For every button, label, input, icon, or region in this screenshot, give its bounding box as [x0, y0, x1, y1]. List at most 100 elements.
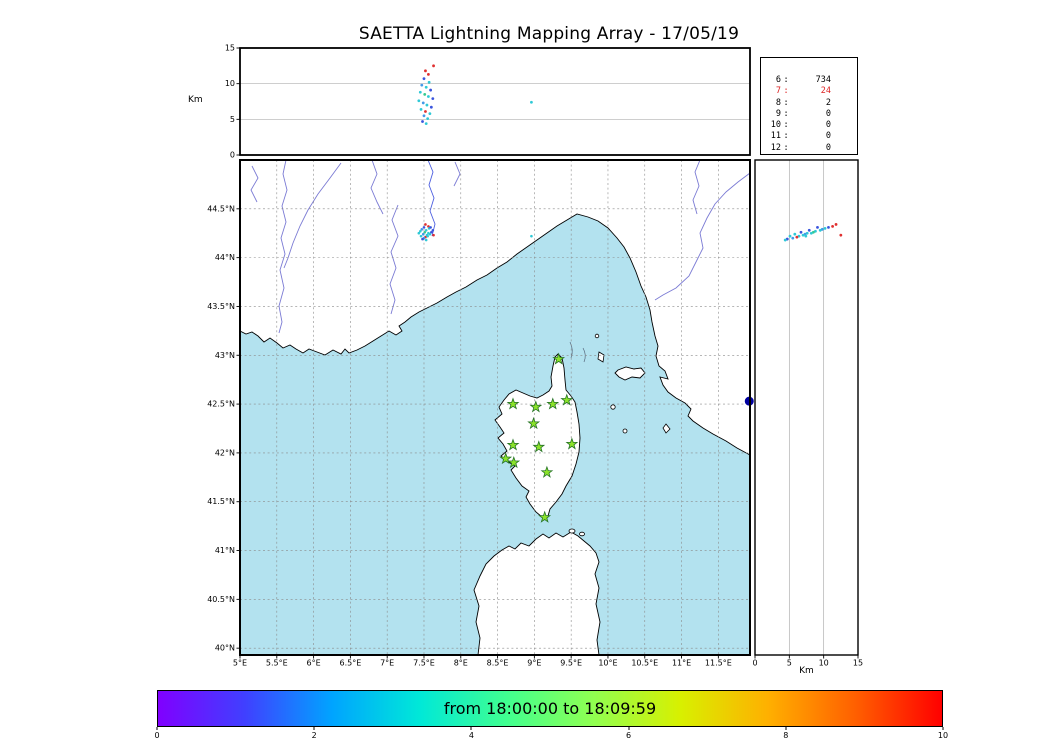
lma-station-markers	[499, 352, 579, 523]
colorbar-tick-mark	[785, 727, 787, 730]
colorbar-tick-label: 2	[311, 731, 317, 740]
basemap	[240, 160, 750, 655]
station-source-count: 24	[820, 86, 831, 97]
station-star-icon	[546, 397, 560, 410]
station-source-count: 2	[825, 97, 831, 108]
station-source-count: 734	[815, 75, 831, 85]
tick-marks-and-labels: 5°E 5.5°E 6°E 6.5°E 7°E 7.5°E 8°E 8.5°E 9°E 9.5°E…	[207, 44, 863, 668]
station-number: 8	[775, 97, 781, 108]
island-giglio	[662, 423, 671, 434]
flash-point	[423, 92, 427, 96]
flash-point	[839, 233, 843, 237]
river	[389, 204, 399, 315]
station-star-icon	[560, 393, 574, 406]
flash-point	[429, 226, 432, 229]
lon-tick-label: 7.5°E	[413, 659, 435, 668]
station-colon: :	[783, 120, 789, 131]
flash-points-lat-vs-altitude	[783, 223, 843, 242]
lat-tick-label: 44°N	[215, 253, 235, 262]
altitude-axis-label-right: Km	[799, 666, 814, 676]
flash-point	[425, 103, 429, 107]
station-number: 9	[775, 108, 781, 119]
flash-point	[426, 95, 430, 98]
island-capraia	[597, 351, 605, 363]
maritime-boundary-1	[569, 341, 573, 359]
island-pianosa	[610, 404, 616, 410]
flash-point	[432, 64, 435, 68]
lon-tick-label: 10.5°E	[631, 659, 658, 668]
station-colon: :	[783, 142, 789, 153]
lon-tick-label: 7°E	[380, 659, 394, 668]
station-colon: :	[783, 97, 789, 108]
flash-point	[424, 223, 427, 226]
flash-point	[417, 231, 421, 235]
flash-point	[427, 80, 431, 84]
station-star-icon	[506, 397, 520, 410]
river	[427, 160, 436, 237]
alt-tick-label-top: 10	[225, 79, 235, 88]
flash-point	[421, 101, 425, 105]
flash-point	[426, 72, 430, 76]
time-colorbar: from 18:00:00 to 18:09:59	[157, 690, 943, 727]
island-gorgona	[594, 333, 600, 339]
river	[370, 160, 384, 215]
alt-tick-label-top: 15	[225, 44, 235, 53]
lat-tick-label: 41°N	[215, 546, 235, 555]
lon-tick-label: 11°E	[672, 659, 691, 668]
flash-point	[793, 232, 797, 236]
station-count-row: 8: 2	[761, 98, 857, 109]
station-colon: :	[783, 131, 789, 142]
flash-point	[421, 120, 424, 123]
station-star-icon	[540, 465, 554, 478]
alt-tick-label-right: 10	[819, 659, 829, 668]
station-number: 12	[770, 142, 781, 153]
flash-point	[419, 234, 423, 238]
flash-point	[530, 234, 533, 238]
station-star-icon	[538, 510, 552, 523]
lon-tick-label: 5.5°E	[266, 659, 288, 668]
colorbar-tick-mark	[628, 727, 630, 730]
lat-tick-label: 41.5°N	[207, 497, 235, 506]
flash-point	[420, 83, 424, 87]
station-count-row: 9: 0	[761, 109, 857, 120]
flash-point	[801, 233, 805, 237]
flash-point	[424, 228, 428, 232]
alt-tick-label-top: 5	[230, 115, 235, 124]
flash-point	[427, 225, 430, 228]
right-panel-gridlines	[788, 160, 825, 655]
flash-point	[823, 226, 827, 230]
station-star-icon	[565, 437, 579, 450]
station-colon: :	[783, 108, 789, 119]
station-count-row: 6: 734	[761, 75, 857, 86]
river	[654, 172, 750, 301]
flash-point	[783, 238, 787, 242]
colorbar-tick-label: 0	[154, 731, 160, 740]
lat-tick-label: 40°N	[215, 644, 235, 653]
lat-tick-label: 40.5°N	[207, 595, 235, 604]
flash-point	[417, 99, 421, 103]
flash-point	[530, 100, 533, 104]
lon-tick-label: 6°E	[307, 659, 321, 668]
station-number: 11	[770, 131, 781, 142]
flash-point	[807, 228, 811, 232]
lon-tick-label: 9°E	[527, 659, 541, 668]
alt-tick-label-top: 0	[230, 151, 235, 160]
map-panel-border	[239, 159, 751, 656]
station-star-icon	[507, 455, 521, 469]
flash-point	[421, 237, 424, 241]
colorbar-tick-label: 6	[626, 731, 632, 740]
flash-point	[420, 228, 424, 231]
station-source-count: 0	[825, 142, 831, 153]
flash-point	[816, 225, 819, 229]
lon-tick-label: 9.5°E	[560, 659, 582, 668]
flash-point	[788, 234, 792, 238]
figure-title: SAETTA Lightning Mapping Array - 17/05/1…	[358, 24, 740, 44]
river	[453, 161, 461, 187]
flash-points-map	[417, 223, 533, 242]
flash-point	[834, 223, 838, 226]
lat-tick-label: 42.5°N	[207, 400, 235, 409]
flash-point	[419, 229, 422, 233]
flash-point	[424, 69, 427, 73]
flash-point	[432, 233, 435, 237]
